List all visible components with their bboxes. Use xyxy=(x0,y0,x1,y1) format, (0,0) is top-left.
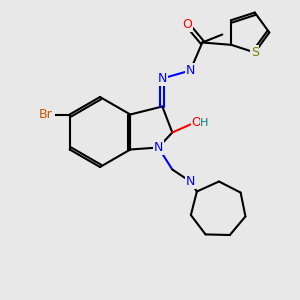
Text: N: N xyxy=(154,141,163,154)
Text: O: O xyxy=(182,18,192,31)
Text: N: N xyxy=(158,72,167,85)
Bar xyxy=(186,177,195,186)
Bar xyxy=(158,74,167,83)
Bar xyxy=(37,110,55,119)
Bar xyxy=(183,20,192,29)
Text: S: S xyxy=(251,46,259,59)
Text: H: H xyxy=(200,118,208,128)
Text: O: O xyxy=(191,116,201,129)
Bar xyxy=(250,48,259,57)
Text: Br: Br xyxy=(39,108,52,121)
Text: N: N xyxy=(186,64,195,77)
Bar xyxy=(186,66,195,75)
Bar xyxy=(154,143,163,152)
Text: N: N xyxy=(186,175,195,188)
